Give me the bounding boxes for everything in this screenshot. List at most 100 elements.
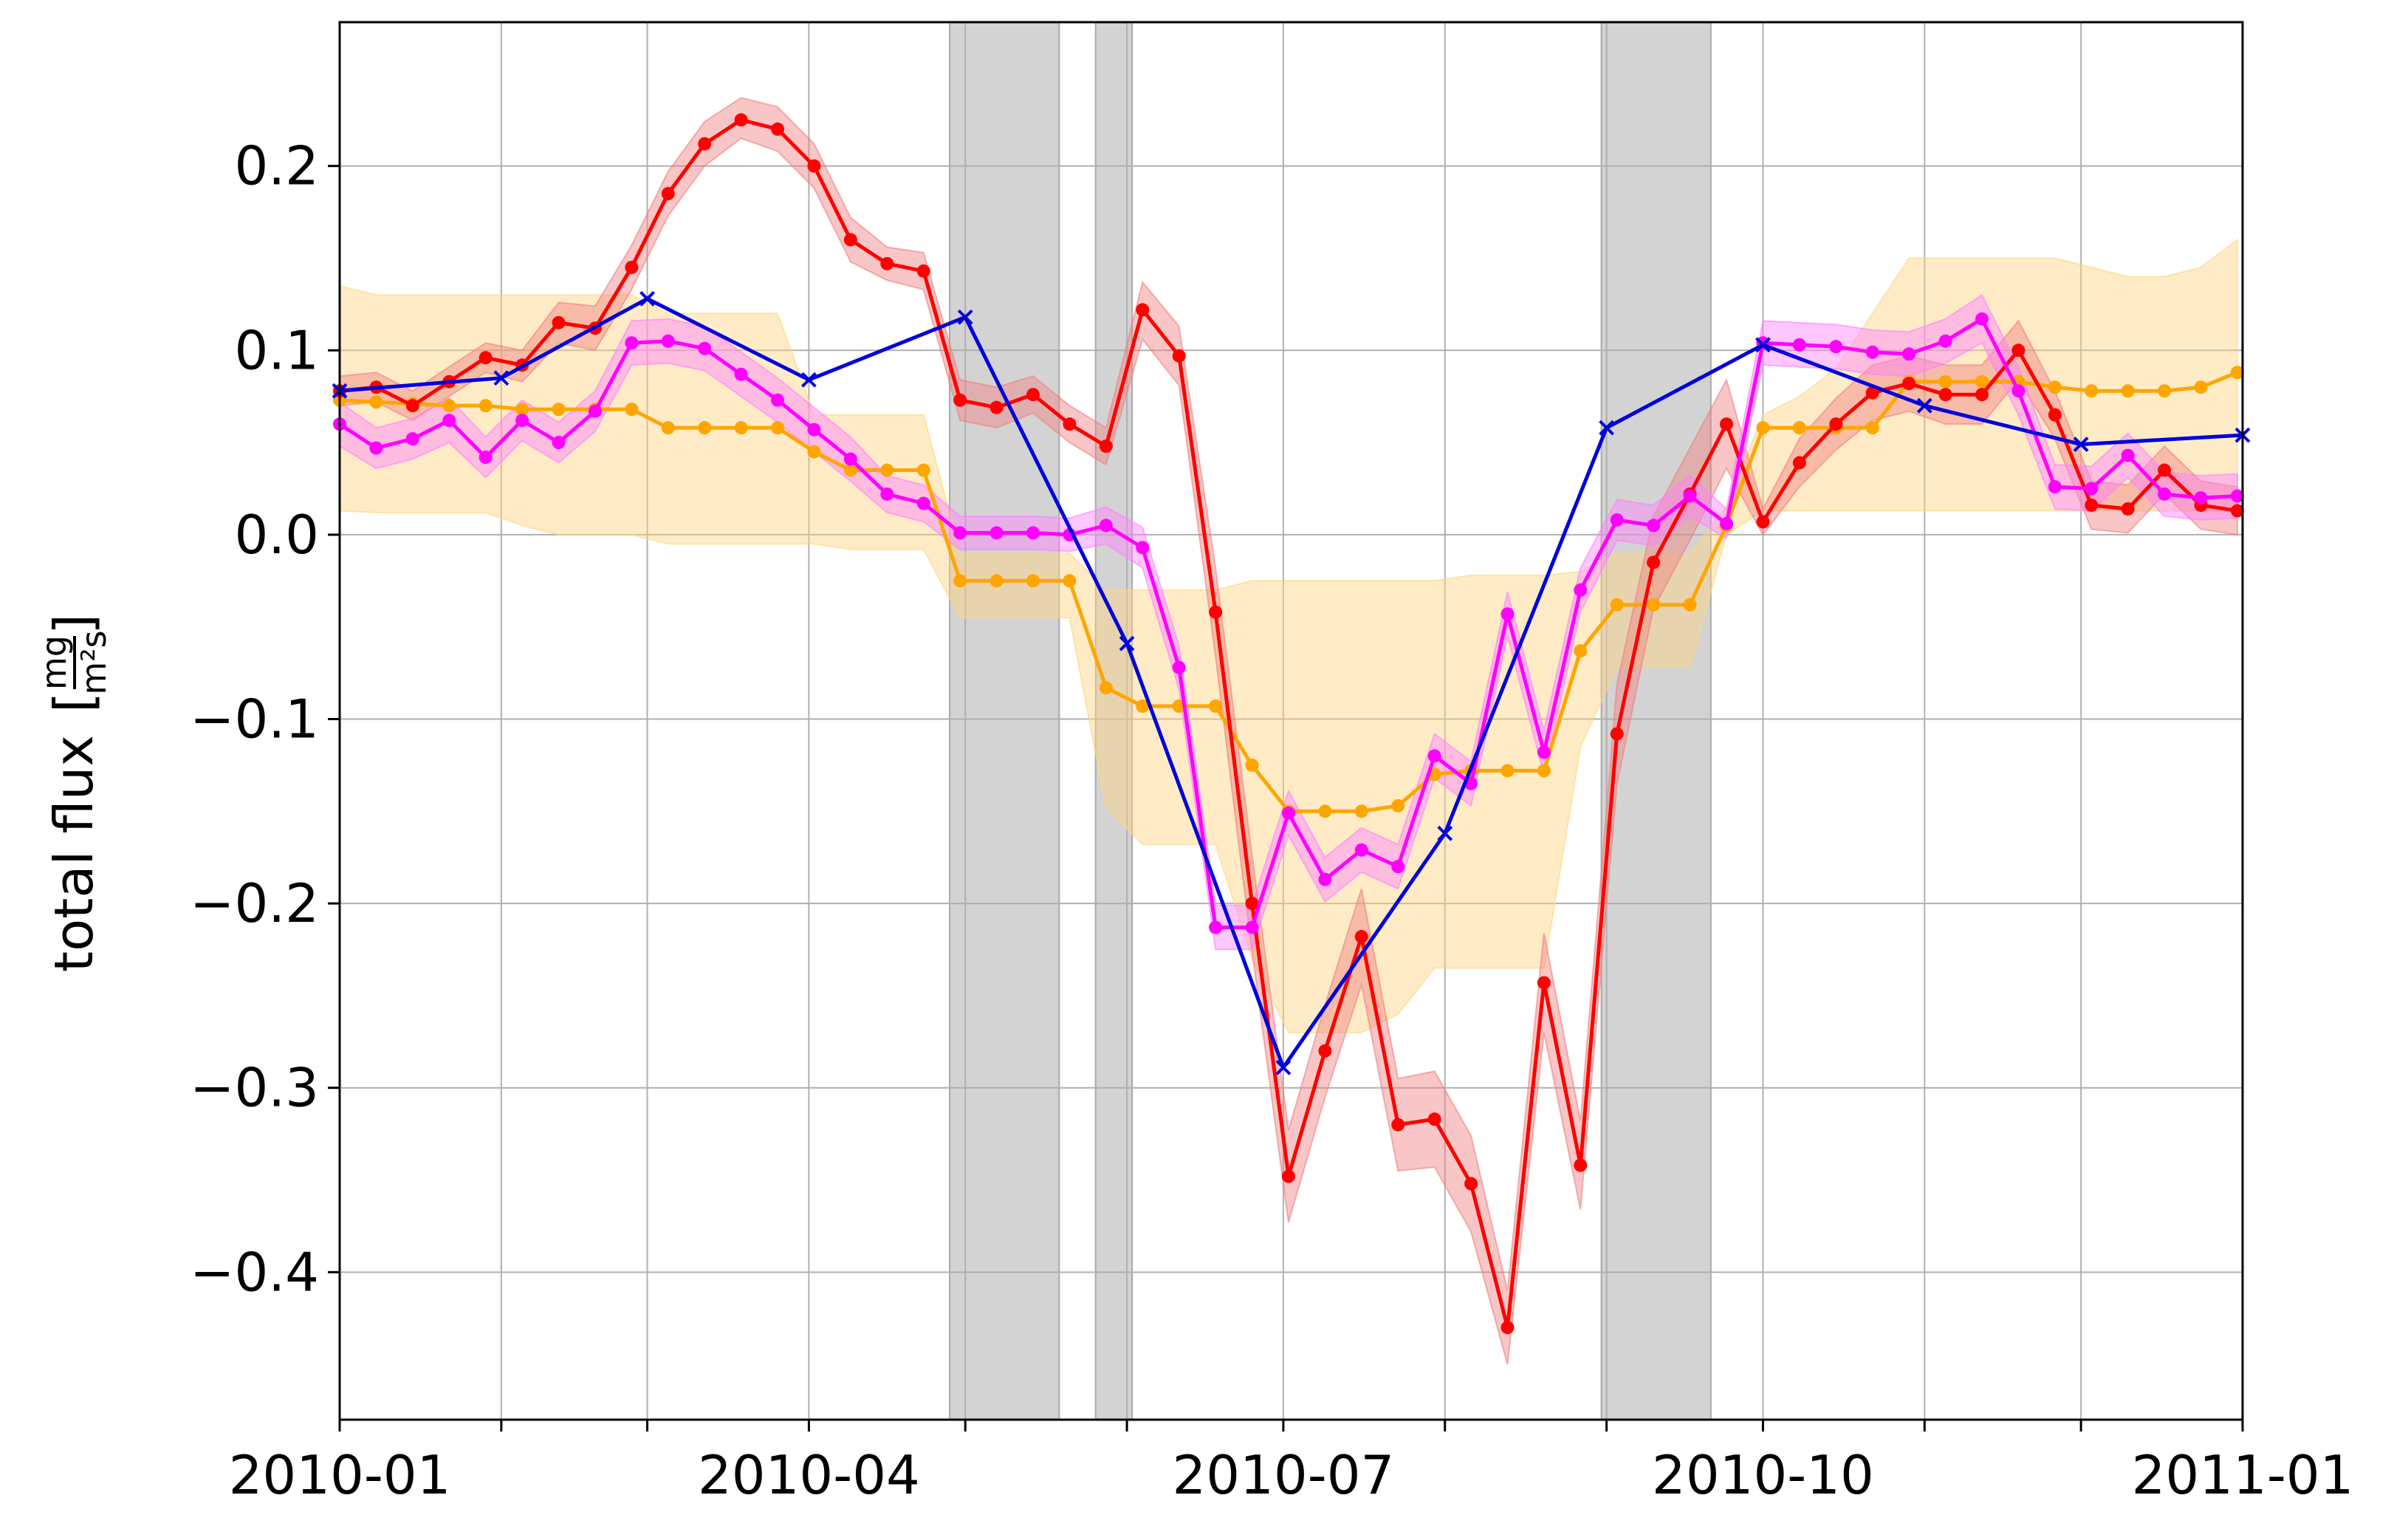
series-2-point xyxy=(442,414,456,428)
series-0-point xyxy=(1391,798,1405,813)
series-2-point xyxy=(588,404,602,418)
y-tick-label: −0.4 xyxy=(190,1241,319,1303)
y-axis-unit-denominator: m²s xyxy=(74,630,114,694)
series-0-point xyxy=(1063,574,1077,588)
series-0-point xyxy=(1245,758,1259,772)
series-2-point xyxy=(734,367,748,381)
series-1-point xyxy=(989,400,1004,414)
series-1-point xyxy=(661,187,675,201)
series-2-point xyxy=(771,393,785,407)
x-tick-label: 2010-04 xyxy=(698,1444,920,1506)
series-0-point xyxy=(843,463,857,477)
series-2-point xyxy=(1209,920,1223,934)
series-2-point xyxy=(1574,583,1588,597)
series-1-point xyxy=(807,159,821,173)
series-1-point xyxy=(843,233,857,247)
y-tick-label: −0.2 xyxy=(190,872,319,934)
series-0-point xyxy=(771,421,785,435)
y-tick-label: 0.2 xyxy=(234,135,319,197)
data-gap-0 xyxy=(949,21,1060,1420)
series-0-point xyxy=(989,574,1004,588)
x-tick-label: 2010-01 xyxy=(229,1444,451,1506)
series-1-point xyxy=(2085,498,2099,512)
series-1-point xyxy=(552,315,566,329)
series-3-point xyxy=(493,370,510,386)
series-2-point xyxy=(625,336,639,350)
series-0-point xyxy=(953,574,967,588)
series-0-point xyxy=(369,395,383,409)
series-1-point xyxy=(625,260,639,274)
series-0-point xyxy=(2194,380,2208,394)
series-0-point xyxy=(1792,421,1806,435)
series-2-point xyxy=(661,334,675,348)
series-2-point xyxy=(1427,749,1441,763)
series-1-point xyxy=(1610,727,1624,741)
y-axis-unit-numerator: mg xyxy=(34,635,74,690)
series-1-point xyxy=(1865,386,1879,400)
series-2-point xyxy=(1391,860,1405,874)
series-1-point xyxy=(2121,502,2135,516)
y-tick-label: 0.1 xyxy=(234,319,319,381)
series-0-point xyxy=(1537,764,1551,778)
series-1-point xyxy=(1537,976,1551,990)
series-1-point xyxy=(1938,388,1952,402)
series-2-point xyxy=(1829,340,1843,354)
series-2-point xyxy=(2230,489,2244,503)
x-tick-label: 2011-01 xyxy=(2132,1444,2354,1506)
series-1-point xyxy=(953,393,967,407)
series-0-point xyxy=(1865,421,1879,435)
series-0-point xyxy=(478,399,493,413)
y-axis-bracket-open: [ xyxy=(43,692,105,713)
series-0-point xyxy=(2085,384,2099,398)
series-1-point xyxy=(1209,605,1223,619)
series-1-point xyxy=(2230,504,2244,518)
series-1-point xyxy=(1099,439,1113,454)
data-gap-1 xyxy=(1094,21,1133,1420)
series-2-point xyxy=(1610,513,1624,527)
series-2-point xyxy=(916,496,930,510)
series-1-point xyxy=(1354,930,1368,944)
y-axis-bracket-close: ] xyxy=(43,614,105,634)
x-tick-label: 2010-10 xyxy=(1652,1444,1874,1506)
x-tick-label: 2010-07 xyxy=(1172,1444,1394,1506)
series-2-point xyxy=(1938,334,1952,348)
y-axis-label: total flux xyxy=(43,735,105,972)
series-0-point xyxy=(661,421,675,435)
series-0-point xyxy=(1209,699,1223,714)
series-2-point xyxy=(880,487,894,501)
series-1-point xyxy=(1829,417,1843,431)
series-0-point xyxy=(698,421,712,435)
series-2-point xyxy=(1281,806,1295,820)
series-lines xyxy=(332,113,2251,1335)
y-tick-label: 0.0 xyxy=(234,504,319,566)
series-0-point xyxy=(1610,598,1624,612)
series-2-point xyxy=(1500,607,1515,621)
series-1-point xyxy=(1281,1169,1295,1183)
series-2-point xyxy=(1865,345,1879,359)
series-2-point xyxy=(369,441,383,455)
series-0-point xyxy=(625,403,639,417)
series-1-band xyxy=(339,97,2238,1365)
series-2-point xyxy=(698,341,712,355)
y-axis: −0.4 −0.3 −0.2 −0.1 0.0 0.1 0.2 xyxy=(190,135,340,1303)
series-2-point xyxy=(552,436,566,450)
series-0-point xyxy=(1099,681,1113,695)
series-3-point xyxy=(1755,337,1771,353)
y-axis-label-group: total flux [ mg m²s ] xyxy=(34,614,114,972)
series-2-point xyxy=(2158,487,2172,501)
series-1-point xyxy=(2158,463,2172,477)
series-2-point xyxy=(1026,526,1040,540)
series-0-point xyxy=(1756,421,1770,435)
series-2-point xyxy=(478,451,493,465)
series-0-point xyxy=(2121,384,2135,398)
series-1-point xyxy=(1756,515,1770,529)
series-3-point xyxy=(2073,437,2089,453)
series-0-point xyxy=(1574,644,1588,658)
series-1-point xyxy=(2011,343,2025,358)
series-2-point xyxy=(953,526,967,540)
series-2-point xyxy=(1245,920,1259,934)
series-1-point xyxy=(1318,1044,1332,1058)
series-2-point xyxy=(1172,660,1186,674)
series-1-point xyxy=(880,256,894,270)
